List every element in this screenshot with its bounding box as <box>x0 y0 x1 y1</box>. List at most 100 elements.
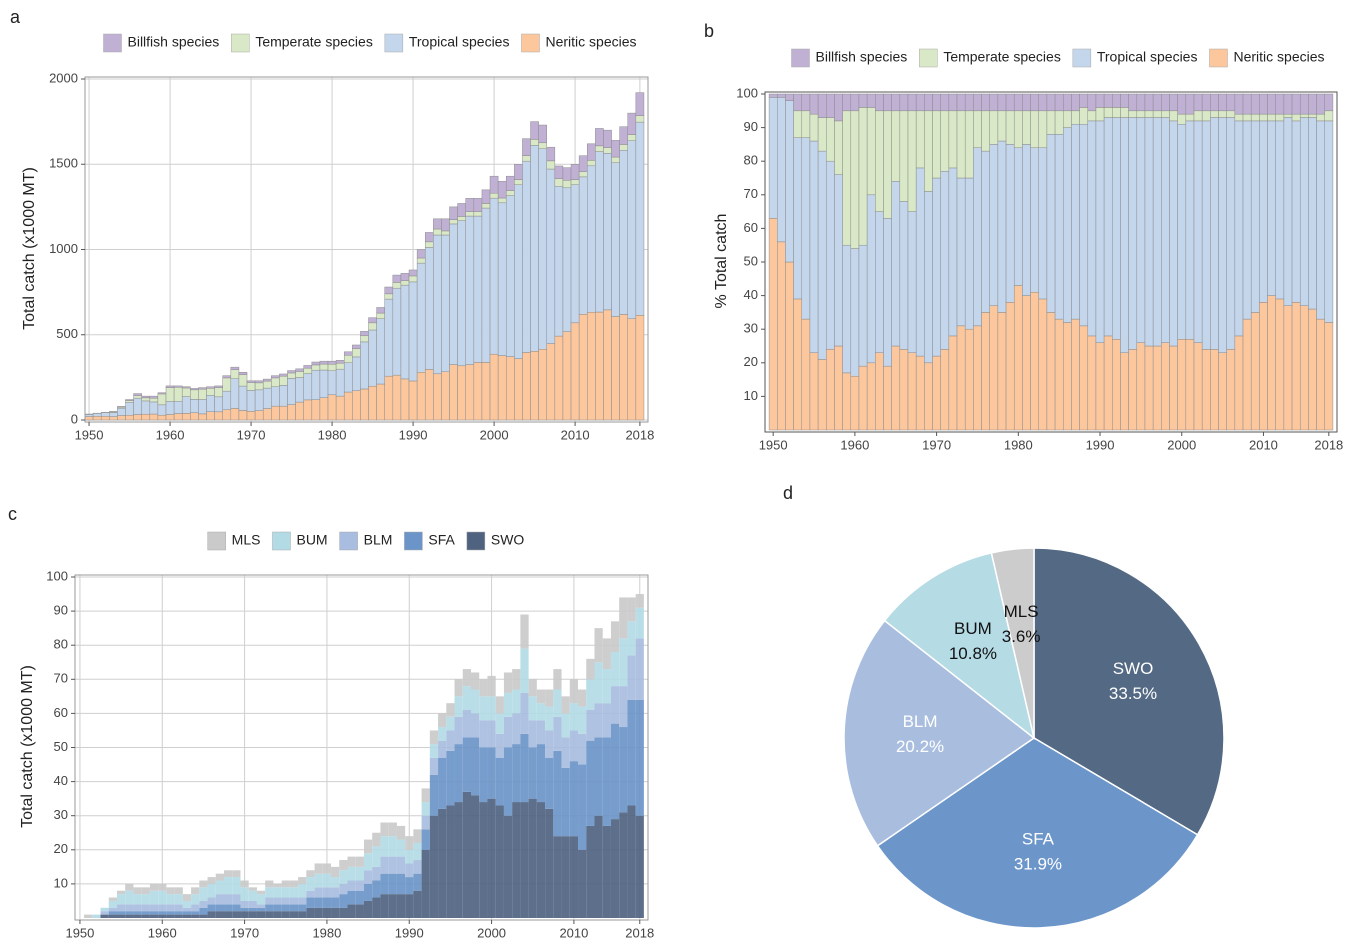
bar-segment <box>108 914 117 918</box>
bar-segment <box>182 894 192 901</box>
bar-segment <box>108 911 117 915</box>
slice-name: SFA <box>1022 829 1055 848</box>
y-tick-label: 500 <box>56 326 78 341</box>
legend-label: Billfish species <box>127 34 219 50</box>
bar-segment <box>866 107 876 196</box>
bar-segment <box>619 597 628 639</box>
bar-segment <box>141 400 151 415</box>
bar-segment <box>149 914 159 918</box>
bar-segment <box>834 345 843 431</box>
bar-segment <box>1316 113 1325 122</box>
bar-segment <box>479 802 488 918</box>
legend-swatch <box>207 531 226 551</box>
x-tick-label: 1970 <box>230 925 259 940</box>
bar-segment <box>224 911 233 918</box>
bar-segment <box>561 696 570 714</box>
bar-segment <box>298 883 307 898</box>
y-tick-label: 2000 <box>49 70 78 85</box>
bar-segment <box>586 165 596 313</box>
bar-segment <box>298 877 307 884</box>
bar-segment <box>1161 117 1170 343</box>
bar-segment <box>545 689 554 707</box>
bar-segment <box>174 914 183 918</box>
bar-segment <box>932 110 941 179</box>
bar-segment <box>989 144 999 306</box>
bar-segment <box>989 110 999 145</box>
bar-segment <box>948 335 958 431</box>
y-tick-label: 50 <box>744 253 758 268</box>
bar-segment <box>473 215 483 363</box>
legend-swatch <box>466 531 486 551</box>
bar-segment <box>801 137 811 320</box>
bar-segment <box>627 699 636 806</box>
slice-label: 31.9% <box>1014 854 1062 873</box>
bar-segment <box>1177 93 1187 115</box>
bar-segment <box>842 110 852 246</box>
bar-segment <box>536 720 546 745</box>
bar-segment <box>141 911 150 915</box>
bar-segment <box>408 380 418 421</box>
bar-segment <box>157 414 167 421</box>
bar-segment <box>133 911 142 915</box>
bar-segment <box>546 343 556 421</box>
bar-segment <box>214 411 223 421</box>
bar-segment <box>561 737 570 768</box>
bar-segment <box>489 353 499 421</box>
bar-segment <box>495 757 504 806</box>
bar-segment <box>265 904 274 912</box>
bar-segment <box>207 883 216 898</box>
x-tick-label: 1990 <box>1086 437 1115 452</box>
bar-segment <box>449 206 458 220</box>
slice-label: 20.2% <box>896 737 944 756</box>
bar-segment <box>100 412 110 417</box>
bar-segment <box>158 914 167 918</box>
bar-segment <box>594 815 603 918</box>
bar-segment <box>408 269 418 277</box>
bar-segment <box>343 391 353 421</box>
bar-segment <box>785 93 794 101</box>
y-tick-label: 1000 <box>49 241 78 256</box>
bar-segment <box>181 387 191 397</box>
bar-segment <box>413 860 422 874</box>
bar-segment <box>817 359 827 431</box>
bar-segment <box>441 230 450 236</box>
bar-segment <box>530 145 539 352</box>
bar-segment <box>850 110 860 249</box>
x-tick-label: 1960 <box>156 427 185 442</box>
bar-segment <box>1267 113 1276 122</box>
bar-segment <box>438 757 447 809</box>
bar-segment <box>801 318 811 431</box>
bar-segment <box>141 914 150 918</box>
bar-segment <box>424 241 434 248</box>
bar-segment <box>1038 110 1048 149</box>
bar-segment <box>380 873 389 895</box>
bar-segment <box>214 396 223 413</box>
bar-segment <box>611 140 620 158</box>
bar-segment <box>973 147 982 327</box>
bar-segment <box>997 140 1007 313</box>
bar-segment <box>495 713 504 734</box>
bar-segment <box>594 662 603 704</box>
bar-segment <box>481 203 491 209</box>
bar-segment <box>279 375 288 386</box>
bar-segment <box>206 386 215 389</box>
bar-segment <box>1324 93 1334 112</box>
bar-segment <box>610 621 620 653</box>
bar-segment <box>429 774 439 816</box>
bar-segment <box>602 737 611 826</box>
bar-segment <box>108 907 117 912</box>
bar-segment <box>339 870 348 884</box>
bar-segment <box>924 93 933 112</box>
bar-segment <box>561 713 570 738</box>
bar-segment <box>331 887 340 898</box>
bar-segment <box>149 413 159 421</box>
bar-segment <box>973 325 982 431</box>
bar-segment <box>891 110 901 182</box>
bar-segment <box>1210 349 1219 431</box>
x-tick-label: 1970 <box>237 427 266 442</box>
legend-label: Temperate species <box>255 34 373 50</box>
bar-segment <box>1226 93 1236 112</box>
bar-segment <box>295 377 304 403</box>
bar-segment <box>915 110 925 169</box>
bar-segment <box>327 394 337 421</box>
